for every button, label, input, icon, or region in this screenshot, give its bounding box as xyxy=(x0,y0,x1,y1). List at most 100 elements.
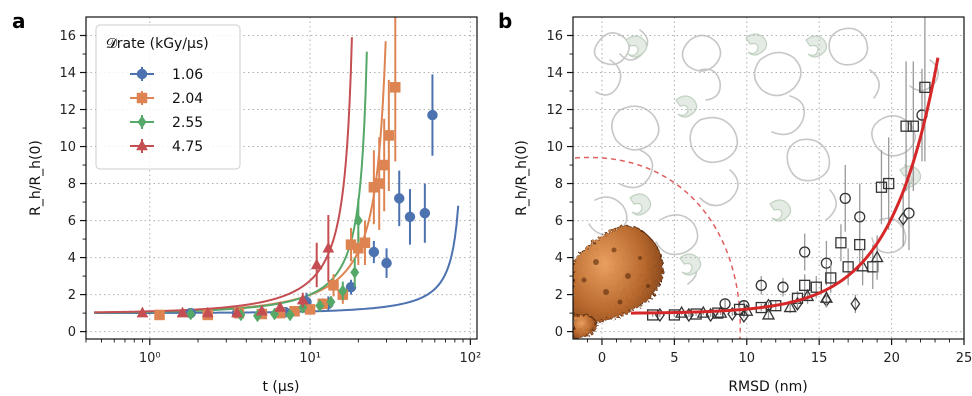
data-point-square xyxy=(907,120,919,132)
data-point-circle xyxy=(820,257,833,269)
data-point-1.06 xyxy=(419,207,431,219)
legend-label: 4.75 xyxy=(172,139,203,155)
data-point-circle xyxy=(777,281,789,293)
fit-curve-4.75 xyxy=(94,37,353,314)
data-point-2.55 xyxy=(186,307,196,321)
y-tick-label: 4 xyxy=(555,251,563,266)
data-point-circle xyxy=(719,298,731,310)
data-point-2.04 xyxy=(328,280,339,291)
data-point-square xyxy=(919,81,931,93)
data-point-4.75 xyxy=(136,306,149,318)
panel-a-ticks: 10⁰ 10¹ 10² 0 2 4 6 8 10 12 14 16 xyxy=(59,29,481,366)
data-point-square xyxy=(668,309,681,321)
y-tick-label: 14 xyxy=(546,66,563,81)
data-point-diamond xyxy=(850,296,861,311)
data-point-4.75 xyxy=(231,306,243,318)
y-tick-label: 16 xyxy=(546,29,563,44)
fit-curve-1.06 xyxy=(94,205,460,315)
fit-curve xyxy=(630,57,940,315)
legend-marker-2.04 xyxy=(136,92,148,104)
panel-a-x-axis-label: t (µs) xyxy=(262,379,299,395)
panel-b-frame xyxy=(572,16,965,340)
data-point-triangle xyxy=(870,250,884,263)
data-point-4.75 xyxy=(274,301,287,312)
panel-a: 10⁰ 10¹ 10² 0 2 4 6 8 10 12 14 16 𝓓rate (kGy/µs) 1.… xyxy=(28,16,481,395)
data-point-2.04 xyxy=(390,82,401,93)
data-point-2.55 xyxy=(285,308,295,322)
data-point-1.06 xyxy=(345,281,357,293)
y-tick-label: 0 xyxy=(68,325,76,340)
y-tick-label: 4 xyxy=(68,251,76,266)
background-protein-snapshots xyxy=(588,27,939,285)
data-point-square xyxy=(690,308,702,320)
protein-surface-image xyxy=(573,225,664,339)
panel-b-x-axis-label: RMSD (nm) xyxy=(728,379,807,395)
data-point-1.06 xyxy=(393,193,405,204)
panel-b-ticks: 0 5 10 15 20 25 0 2 4 6 8 10 12 14 16 xyxy=(546,29,972,366)
data-point-square xyxy=(900,120,912,132)
data-point-4.75 xyxy=(176,306,189,318)
y-tick-label: 6 xyxy=(555,214,563,229)
legend-marker-1.06 xyxy=(136,68,148,80)
legend: 𝓓rate (kGy/µs) 1.06 2.04 2.55 4.75 xyxy=(95,24,241,170)
panel-a-frame xyxy=(85,16,478,340)
data-point-square xyxy=(825,272,837,284)
data-point-square xyxy=(854,238,866,251)
y-tick-label: 12 xyxy=(59,103,76,118)
x-tick-label: 0 xyxy=(598,351,606,366)
data-point-circle xyxy=(799,246,811,258)
legend-label: 2.04 xyxy=(172,91,203,107)
data-point-square xyxy=(883,177,895,190)
panel-b-y-axis-label: R_h/R_h(0) xyxy=(514,140,530,216)
panel-b: 0 5 10 15 20 25 0 2 4 6 8 10 12 14 16 RMSD (nm) R_h/R_… xyxy=(514,16,972,395)
data-point-4.75 xyxy=(310,258,323,270)
data-point-circle xyxy=(839,192,851,205)
data-point-2.55 xyxy=(315,299,325,313)
legend-title: 𝓓rate (kGy/µs) xyxy=(106,36,209,52)
legend-label: 2.55 xyxy=(172,115,203,131)
x-tick-label: 10² xyxy=(459,351,481,366)
x-tick-label: 10¹ xyxy=(299,351,321,366)
x-tick-label: 10 xyxy=(739,351,756,366)
y-tick-label: 8 xyxy=(555,177,563,192)
data-point-2.04 xyxy=(154,309,165,321)
x-tick-label: 15 xyxy=(811,351,828,366)
panel-a-letter: a xyxy=(12,9,26,33)
data-point-2.04 xyxy=(383,130,395,141)
y-tick-label: 14 xyxy=(59,66,76,81)
data-point-square xyxy=(810,281,822,293)
data-point-2.04 xyxy=(304,304,316,315)
data-point-square xyxy=(835,237,847,249)
x-tick-label: 25 xyxy=(956,351,972,366)
data-point-square xyxy=(875,181,888,193)
x-tick-label: 10⁰ xyxy=(139,351,161,366)
y-tick-label: 10 xyxy=(546,140,563,155)
data-point-4.75 xyxy=(201,306,214,318)
data-point-2.55 xyxy=(350,265,360,279)
y-tick-label: 10 xyxy=(59,140,76,155)
dashed-radius-arc xyxy=(574,156,741,339)
data-point-triangle xyxy=(819,290,834,303)
data-point-4.75 xyxy=(322,241,335,253)
data-point-4.75 xyxy=(255,304,268,316)
data-point-2.04 xyxy=(373,178,385,189)
y-tick-label: 0 xyxy=(555,325,563,340)
data-point-diamond xyxy=(727,306,738,322)
x-tick-label: 5 xyxy=(670,351,678,366)
data-point-1.06 xyxy=(427,109,438,121)
panel-a-y-axis-label: R_h/R_h(0) xyxy=(28,140,44,216)
data-point-1.06 xyxy=(368,246,380,258)
data-point-square xyxy=(842,261,854,273)
data-point-2.55 xyxy=(353,214,363,227)
data-point-1.06 xyxy=(404,211,416,223)
x-tick-label: 20 xyxy=(883,351,900,366)
data-point-2.04 xyxy=(359,237,371,249)
legend-marker-4.75 xyxy=(136,139,148,151)
data-point-4.75 xyxy=(296,293,309,305)
y-tick-label: 2 xyxy=(68,288,76,303)
data-point-2.04 xyxy=(378,159,390,171)
panel-a-data-points xyxy=(136,17,438,323)
data-point-diamond xyxy=(898,211,909,226)
data-point-circle xyxy=(755,279,767,291)
